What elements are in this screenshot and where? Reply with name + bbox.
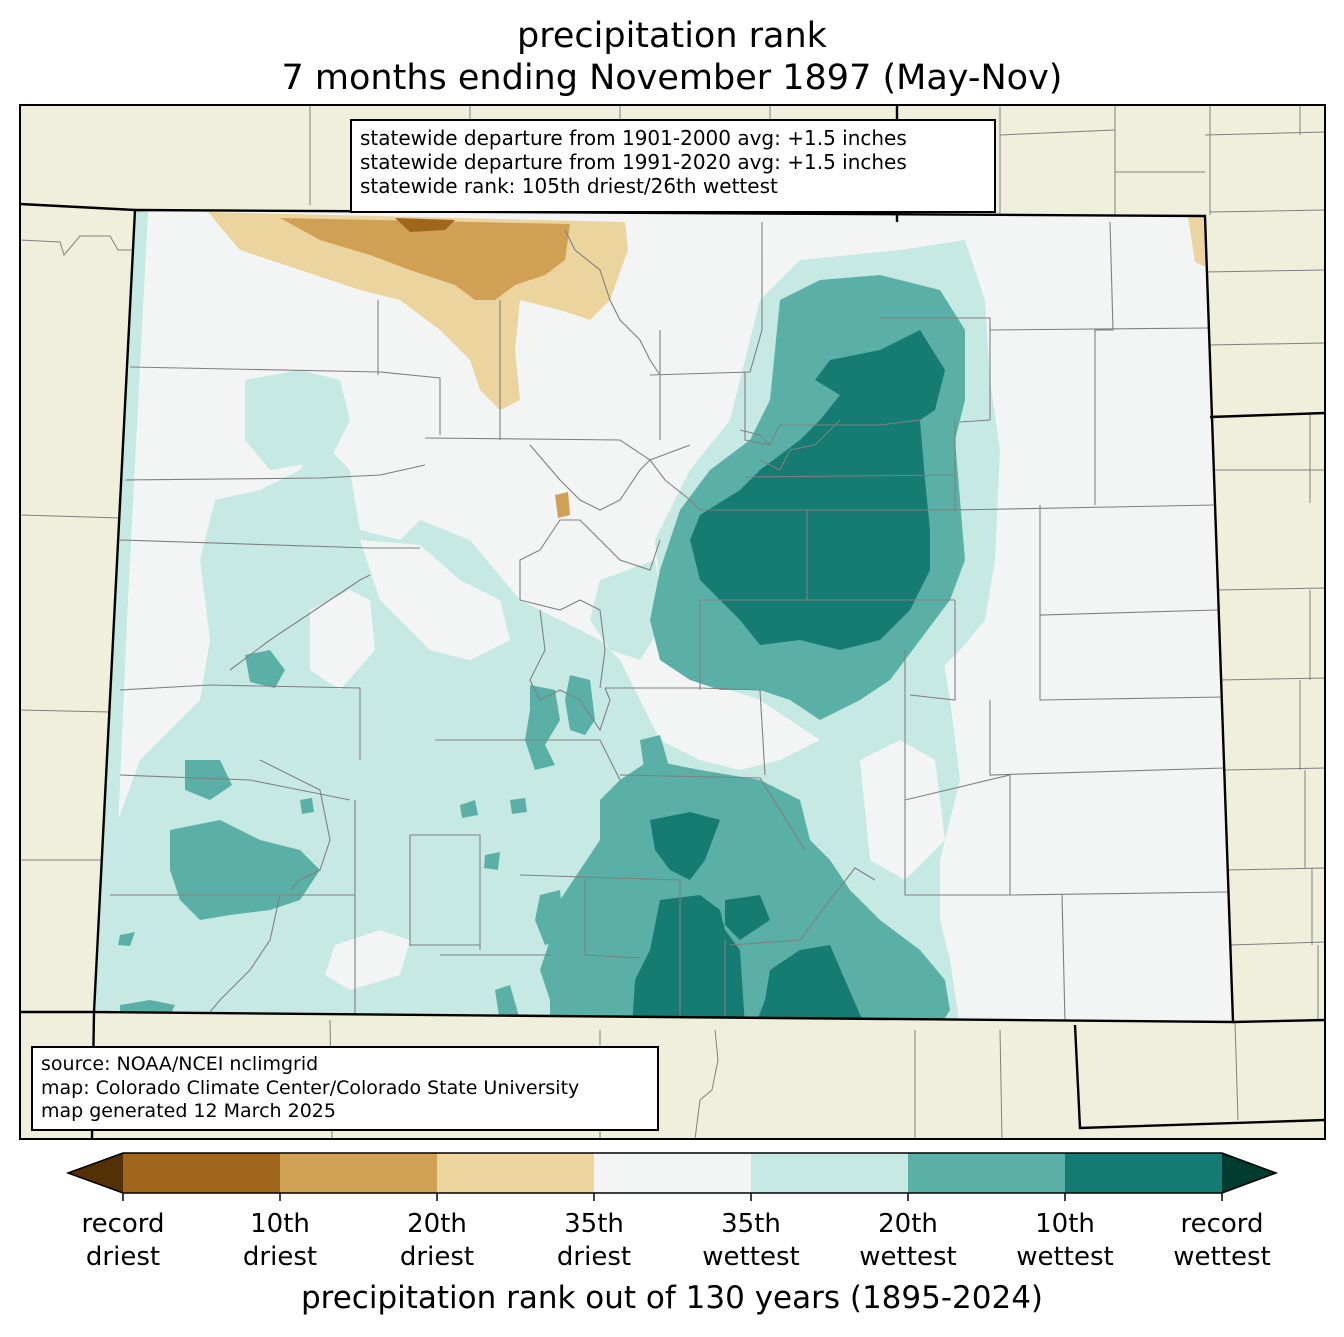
statewide-stats-box: statewide departure from 1901-2000 avg: … [350, 119, 996, 213]
tick-label-line-1: 10th [1035, 1209, 1095, 1239]
colorbar-tick-label: 20th driest [357, 1208, 517, 1274]
stats-line-2: statewide departure from 1991-2020 avg: … [360, 150, 907, 174]
tick-label-line-1: record [1180, 1209, 1264, 1239]
tick-label-line-2: wettest [859, 1242, 957, 1272]
source-box: source: NOAA/NCEI nclimgrid map: Colorad… [31, 1046, 659, 1131]
stats-line-1: statewide departure from 1901-2000 avg: … [360, 126, 907, 150]
colorbar-segment [594, 1153, 752, 1193]
colorbar-title: precipitation rank out of 130 years (189… [300, 1280, 1044, 1316]
colorbar-segment [1065, 1153, 1223, 1193]
map-frame [19, 104, 1326, 1140]
tick-label-line-2: wettest [1016, 1242, 1114, 1272]
colorbar-segment [280, 1153, 438, 1193]
tick-label-line-1: 20th [407, 1209, 467, 1239]
tick-label-line-2: wettest [1173, 1242, 1271, 1272]
tick-label-line-1: 20th [878, 1209, 938, 1239]
tick-label-line-1: 35th [564, 1209, 624, 1239]
colorado-county-lines [110, 221, 1229, 1022]
colorbar-tick-label: 10th wettest [985, 1208, 1145, 1274]
tick-label-line-2: driest [556, 1242, 632, 1272]
tick-label-line-2: wettest [702, 1242, 800, 1272]
colorbar-tick-label: 20th wettest [828, 1208, 988, 1274]
stats-line-3: statewide rank: 105th driest/26th wettes… [360, 174, 778, 198]
tick-label-line-2: driest [242, 1242, 318, 1272]
colorbar-tick-label: record driest [43, 1208, 203, 1274]
source-line-2: map: Colorado Climate Center/Colorado St… [41, 1076, 580, 1099]
tick-label-line-2: driest [399, 1242, 475, 1272]
colorbar-segment [437, 1153, 595, 1193]
colorbar [65, 1152, 1279, 1201]
tick-label-line-1: record [81, 1209, 165, 1239]
colorbar-extend-left [68, 1153, 123, 1193]
colorbar-tick-label: 35th driest [514, 1208, 674, 1274]
map-title: precipitation rank [517, 16, 827, 56]
source-line-3: map generated 12 March 2025 [41, 1100, 336, 1122]
colorbar-tick-label: 10th driest [200, 1208, 360, 1274]
precipitation-rank-regions [94, 210, 1208, 1022]
colorbar-segment [123, 1153, 281, 1193]
tick-label-line-1: 10th [250, 1209, 310, 1239]
map-subtitle: 7 months ending November 1897 (May-Nov) [281, 58, 1063, 98]
colorbar-segment [908, 1153, 1066, 1193]
colorbar-tick-label: record wettest [1142, 1208, 1302, 1274]
colorbar-tick-label: 35th wettest [671, 1208, 831, 1274]
tick-label-line-1: 35th [721, 1209, 781, 1239]
colorbar-extend-right [1222, 1153, 1276, 1193]
tick-label-line-2: driest [85, 1242, 161, 1272]
colorbar-segment [751, 1153, 909, 1193]
source-line-1: source: NOAA/NCEI nclimgrid [41, 1053, 319, 1075]
